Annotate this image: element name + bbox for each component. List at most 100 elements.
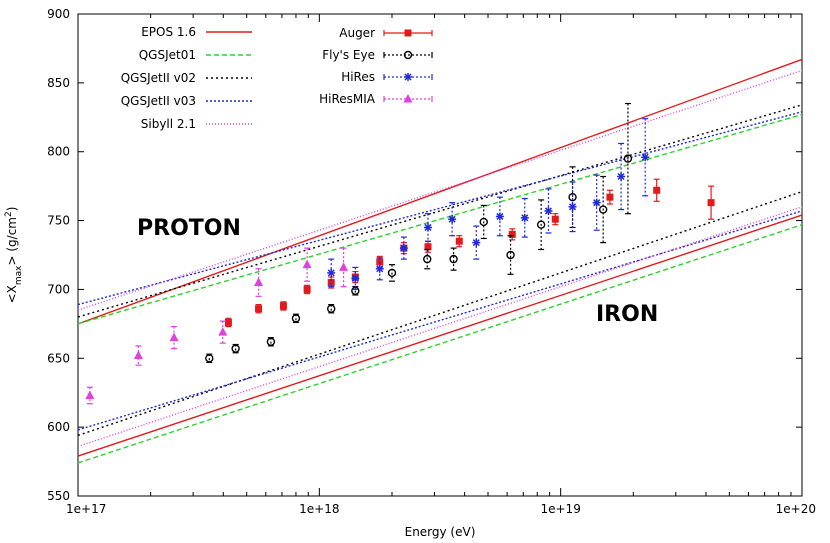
proton-annotation: PROTON [137, 216, 241, 241]
data-point [479, 217, 488, 227]
data-point [302, 259, 312, 269]
iron-annotation: IRON [596, 302, 658, 327]
y-axis-title: <Xmax> (g/cm2) [4, 207, 24, 304]
legend-label: HiResMIA [319, 92, 376, 106]
legend-label: HiRes [341, 70, 375, 84]
legend-label: Sibyll 2.1 [141, 117, 196, 131]
data-point [606, 193, 614, 201]
data-points [85, 102, 715, 405]
axis-ticks: 550 600 650 700 750 800 850 900 1e+17 1e+18 1e+19 1… [47, 7, 816, 516]
x-axis-title: Energy (eV) [405, 525, 476, 539]
y-tick-label: 850 [47, 76, 70, 90]
data-point [598, 205, 608, 214]
model-line-iron [77, 190, 803, 437]
data-point [303, 285, 311, 293]
data-point [495, 212, 504, 221]
data-point [339, 262, 349, 271]
y-tick-label: 550 [47, 489, 70, 503]
data-point [568, 202, 577, 211]
data-point [351, 286, 360, 296]
data-point [707, 199, 715, 207]
data-point [133, 350, 143, 360]
model-lines [77, 58, 803, 464]
legend-marker [404, 73, 412, 81]
model-line-proton [77, 104, 803, 318]
data-point [399, 244, 408, 253]
y-tick-label: 750 [47, 214, 70, 228]
model-line-proton [77, 69, 803, 311]
data-point [327, 304, 336, 313]
marker-stroke [593, 199, 601, 207]
legend-marker [403, 94, 413, 103]
data-point [169, 332, 179, 342]
marker-stroke [404, 73, 412, 81]
data-point [279, 302, 287, 310]
data-point [375, 264, 384, 273]
x-tick-label: 1e+17 [66, 502, 106, 516]
data-point [351, 274, 360, 283]
x-tick-label: 1e+18 [299, 502, 339, 516]
data-point [85, 390, 95, 399]
data-point [536, 220, 546, 229]
data-point [387, 268, 397, 278]
legend-marker [403, 50, 413, 60]
model-line-iron [77, 214, 803, 457]
x-tick-label: 1e+19 [540, 502, 580, 516]
data-point [266, 337, 276, 346]
data-point [551, 215, 559, 223]
y-tick-label: 600 [47, 420, 70, 434]
marker-stroke [327, 269, 335, 277]
legend-label: Fly's Eye [322, 48, 375, 62]
y-tick-label: 900 [47, 7, 70, 21]
legend-models: EPOS 1.6 QGSJet01 QGSJetII v02 QGSJetII v03… [121, 25, 252, 131]
legend-label: QGSJetII v03 [121, 94, 196, 108]
data-point [592, 198, 601, 207]
marker-stroke [424, 223, 432, 231]
marker-stroke [617, 172, 625, 181]
legend-data: Auger Fly's Eye HiRes HiResMIA [319, 26, 433, 106]
data-point [653, 186, 661, 194]
data-point [520, 213, 529, 222]
legend-label: QGSJetII v02 [121, 71, 196, 85]
data-point [327, 279, 335, 287]
marker-stroke [448, 215, 456, 223]
x-tick-label: 1e+20 [776, 502, 816, 516]
legend-marker [404, 29, 412, 37]
data-point [448, 215, 457, 224]
marker-stroke [351, 274, 359, 282]
data-point [327, 268, 336, 277]
data-point [291, 314, 301, 323]
data-point [568, 192, 577, 202]
legend-label: QGSJet01 [139, 48, 196, 62]
data-point [423, 223, 432, 232]
model-line-proton [77, 113, 803, 325]
data-point [449, 254, 458, 264]
plot-frame [77, 13, 803, 497]
data-point [205, 354, 214, 363]
data-point [254, 277, 264, 287]
data-point [641, 153, 650, 162]
y-tick-label: 800 [47, 145, 70, 159]
data-point [424, 243, 432, 251]
y-tick-label: 700 [47, 282, 70, 296]
data-point [472, 238, 481, 247]
data-point [623, 154, 633, 163]
model-line-iron [77, 206, 803, 448]
marker-stroke [544, 207, 552, 215]
data-point [506, 250, 515, 260]
data-point [617, 172, 626, 181]
marker-stroke [496, 212, 504, 220]
marker-stroke [376, 265, 384, 273]
legend-label: Auger [339, 26, 375, 40]
marker-stroke [521, 214, 529, 222]
data-point [544, 206, 553, 215]
data-point [255, 305, 263, 313]
marker-stroke [569, 203, 577, 211]
data-point [455, 237, 463, 245]
marker-stroke [641, 153, 649, 161]
data-point [231, 344, 240, 353]
marker-stroke [472, 239, 480, 247]
data-point [218, 327, 228, 336]
model-line-proton [77, 111, 803, 306]
